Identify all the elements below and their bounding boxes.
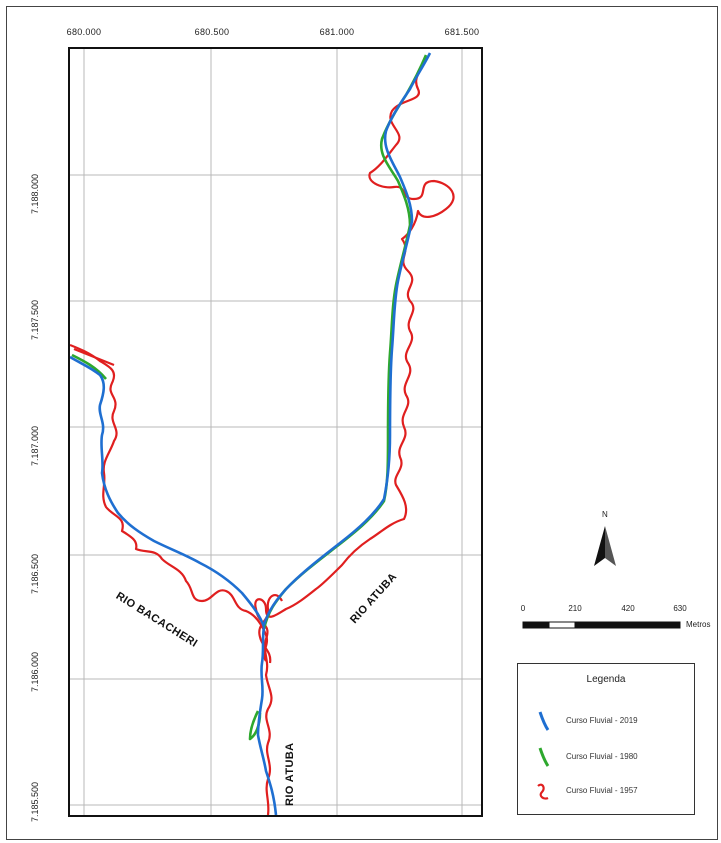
river-label-atuba-lower: RIO ATUBA bbox=[284, 743, 296, 806]
legend-label: Curso Fluvial - 1980 bbox=[566, 752, 638, 761]
river-map bbox=[70, 49, 481, 815]
legend-item-2019: Curso Fluvial - 2019 bbox=[534, 710, 694, 732]
scale-unit: Metros bbox=[686, 620, 710, 629]
y-tick-label: 7.185.500 bbox=[30, 782, 40, 822]
north-label: N bbox=[602, 510, 608, 519]
legend-label: Curso Fluvial - 2019 bbox=[566, 716, 638, 725]
legend-title: Legenda bbox=[518, 674, 694, 685]
line-swatch-icon bbox=[534, 780, 554, 802]
y-tick-label: 7.186.500 bbox=[30, 554, 40, 594]
y-tick-label: 7.187.000 bbox=[30, 426, 40, 466]
river-1980 bbox=[72, 55, 426, 739]
y-tick-label: 7.186.000 bbox=[30, 652, 40, 692]
north-arrow: N bbox=[590, 510, 620, 570]
legend-label: Curso Fluvial - 1957 bbox=[566, 786, 638, 795]
x-tick-label: 680.500 bbox=[195, 27, 230, 37]
legend-item-1980: Curso Fluvial - 1980 bbox=[534, 746, 694, 768]
x-tick-label: 681.500 bbox=[445, 27, 480, 37]
legend: Legenda Curso Fluvial - 2019 Curso Fluvi… bbox=[517, 663, 695, 815]
y-tick-label: 7.187.500 bbox=[30, 300, 40, 340]
x-tick-label: 680.000 bbox=[67, 27, 102, 37]
x-tick-label: 681.000 bbox=[320, 27, 355, 37]
line-swatch-icon bbox=[534, 746, 554, 768]
line-swatch-icon bbox=[534, 710, 554, 732]
map-frame bbox=[68, 47, 483, 817]
graticule bbox=[70, 49, 481, 815]
y-tick-label: 7.188.000 bbox=[30, 174, 40, 214]
north-arrow-icon bbox=[590, 522, 620, 572]
legend-item-1957: Curso Fluvial - 1957 bbox=[534, 780, 694, 802]
